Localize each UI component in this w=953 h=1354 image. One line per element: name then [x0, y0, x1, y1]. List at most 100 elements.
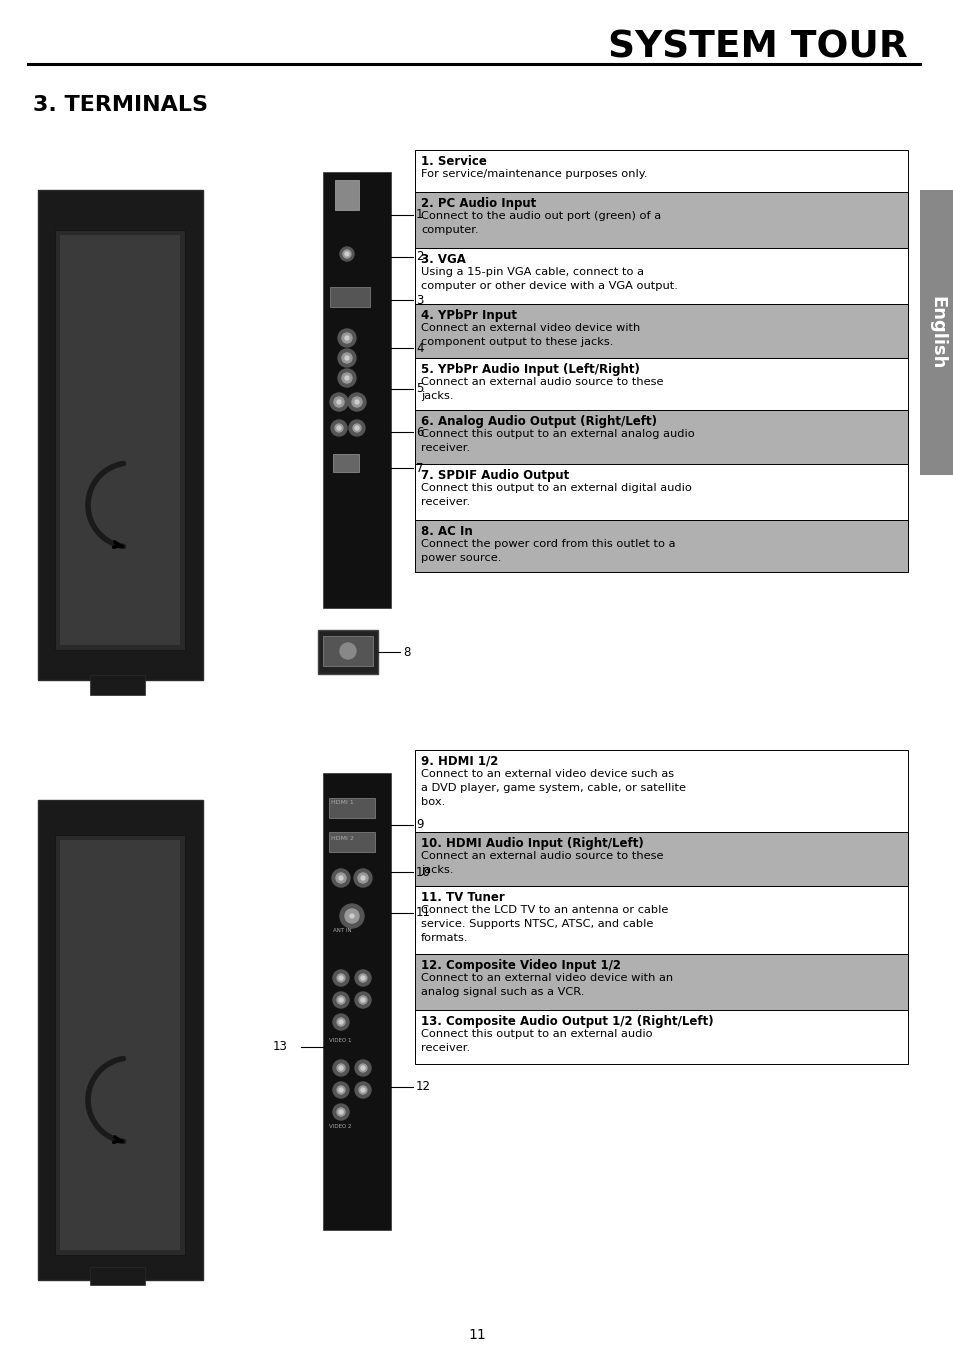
Text: For service/maintenance purposes only.: For service/maintenance purposes only.	[420, 169, 647, 179]
Circle shape	[345, 356, 349, 360]
Circle shape	[341, 353, 352, 363]
Circle shape	[341, 372, 352, 383]
Circle shape	[358, 974, 367, 982]
Bar	[415, 520, 907, 571]
Bar	[90, 1267, 145, 1285]
Bar	[335, 180, 358, 210]
Bar	[60, 839, 180, 1250]
Circle shape	[333, 1014, 349, 1030]
Text: 10. HDMI Audio Input (Right/Left): 10. HDMI Audio Input (Right/Left)	[420, 837, 643, 850]
Circle shape	[355, 427, 358, 431]
Circle shape	[336, 974, 345, 982]
Circle shape	[339, 246, 354, 261]
Bar	[415, 750, 907, 831]
Text: Using a 15-pin VGA cable, connect to a: Using a 15-pin VGA cable, connect to a	[420, 267, 643, 278]
Circle shape	[355, 399, 358, 403]
Text: Connect an external audio source to these: Connect an external audio source to thes…	[420, 852, 662, 861]
Circle shape	[360, 1066, 365, 1070]
Bar	[919, 190, 953, 475]
Text: 7: 7	[416, 462, 423, 474]
Circle shape	[339, 643, 355, 659]
Text: Connect to the audio out port (green) of a: Connect to the audio out port (green) of…	[420, 211, 660, 221]
Text: HDMI 2: HDMI 2	[331, 835, 354, 841]
Circle shape	[335, 873, 346, 883]
Text: 6: 6	[416, 425, 423, 439]
Bar	[329, 831, 375, 852]
Text: 4. YPbPr Input: 4. YPbPr Input	[420, 309, 517, 322]
Bar	[415, 192, 907, 248]
Circle shape	[355, 1060, 371, 1076]
Text: VIDEO 2: VIDEO 2	[329, 1124, 351, 1129]
Circle shape	[337, 329, 355, 347]
Circle shape	[345, 252, 349, 256]
Circle shape	[336, 427, 340, 431]
Text: Connect the LCD TV to an antenna or cable: Connect the LCD TV to an antenna or cabl…	[420, 904, 668, 915]
Text: 9: 9	[416, 819, 423, 831]
Text: VIDEO 1: VIDEO 1	[329, 1039, 351, 1043]
Bar	[333, 454, 358, 473]
Text: ANT IN: ANT IN	[333, 927, 352, 933]
Text: jacks.: jacks.	[420, 865, 453, 875]
Circle shape	[333, 1082, 349, 1098]
Text: 1. Service: 1. Service	[420, 154, 486, 168]
Text: Connect this output to an external analog audio: Connect this output to an external analo…	[420, 429, 694, 439]
Circle shape	[352, 397, 361, 408]
Bar	[415, 150, 907, 192]
Circle shape	[358, 1064, 367, 1072]
Text: power source.: power source.	[420, 552, 501, 563]
Text: 6. Analog Audio Output (Right/Left): 6. Analog Audio Output (Right/Left)	[420, 414, 657, 428]
Circle shape	[330, 393, 348, 412]
Text: 2: 2	[416, 250, 423, 264]
Circle shape	[336, 1064, 345, 1072]
Text: computer or other device with a VGA output.: computer or other device with a VGA outp…	[420, 282, 678, 291]
Text: Connect to an external video device such as: Connect to an external video device such…	[420, 769, 674, 779]
Bar	[415, 410, 907, 464]
Circle shape	[345, 909, 358, 923]
Text: receiver.: receiver.	[420, 497, 470, 506]
Circle shape	[338, 876, 343, 880]
Bar	[415, 248, 907, 305]
Circle shape	[333, 1104, 349, 1120]
Circle shape	[358, 997, 367, 1005]
Text: 5. YPbPr Audio Input (Left/Right): 5. YPbPr Audio Input (Left/Right)	[420, 363, 639, 376]
Circle shape	[338, 976, 343, 980]
Text: receiver.: receiver.	[420, 443, 470, 454]
Circle shape	[333, 992, 349, 1007]
Text: Connect this output to an external audio: Connect this output to an external audio	[420, 1029, 652, 1039]
Circle shape	[343, 250, 351, 259]
Circle shape	[355, 1082, 371, 1098]
Text: Connect an external audio source to these: Connect an external audio source to thes…	[420, 376, 662, 387]
Text: Connect this output to an external digital audio: Connect this output to an external digit…	[420, 483, 691, 493]
Text: English: English	[927, 295, 945, 370]
Text: 11. TV Tuner: 11. TV Tuner	[420, 891, 504, 904]
Bar	[415, 357, 907, 410]
Circle shape	[360, 876, 365, 880]
Bar	[415, 464, 907, 520]
Circle shape	[338, 1089, 343, 1091]
Bar	[60, 236, 180, 645]
Circle shape	[336, 1108, 345, 1116]
Text: 12. Composite Video Input 1/2: 12. Composite Video Input 1/2	[420, 959, 620, 972]
Bar	[38, 190, 203, 680]
Text: Connect to an external video device with an: Connect to an external video device with…	[420, 974, 673, 983]
Circle shape	[357, 873, 368, 883]
Circle shape	[338, 1020, 343, 1024]
Text: 11: 11	[468, 1328, 485, 1342]
Circle shape	[335, 424, 343, 432]
Circle shape	[336, 997, 345, 1005]
Bar	[55, 835, 185, 1255]
Bar	[415, 305, 907, 357]
Text: 5: 5	[416, 382, 423, 395]
Bar	[55, 230, 185, 650]
Text: 11: 11	[416, 906, 431, 919]
Bar	[90, 676, 145, 695]
Text: 8. AC In: 8. AC In	[420, 525, 473, 538]
Bar	[323, 172, 391, 608]
Circle shape	[336, 399, 340, 403]
Circle shape	[358, 1086, 367, 1094]
Text: 4: 4	[416, 341, 423, 355]
Text: receiver.: receiver.	[420, 1043, 470, 1053]
Text: 8: 8	[402, 646, 410, 658]
Text: box.: box.	[420, 798, 445, 807]
Circle shape	[333, 969, 349, 986]
